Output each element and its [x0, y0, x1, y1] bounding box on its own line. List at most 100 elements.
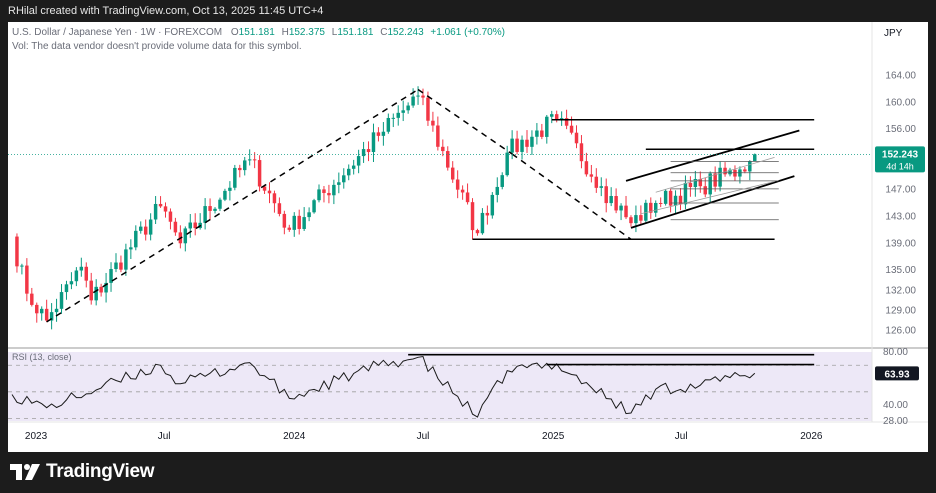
time-tick-label: 2025 — [542, 431, 565, 442]
price-tick-label: 147.00 — [885, 185, 916, 196]
candle-body — [743, 169, 747, 172]
candle — [629, 215, 633, 227]
candle-body — [282, 213, 287, 228]
candle — [173, 217, 178, 236]
candle — [109, 262, 113, 292]
candle — [203, 198, 207, 230]
chart-svg[interactable]: 126.00 129.00 132.00 135.00 139.00 143.00 147.… — [8, 22, 928, 452]
candle-body — [485, 212, 490, 216]
candle-body — [233, 167, 237, 188]
candle — [668, 188, 673, 213]
trend-dashed-line — [511, 153, 632, 240]
candle-body — [322, 189, 326, 193]
candle — [267, 182, 272, 204]
candle — [530, 130, 534, 155]
candle — [535, 123, 539, 145]
tradingview-logo[interactable]: TradingView — [10, 460, 155, 484]
candle-body — [99, 286, 103, 293]
candle — [183, 226, 188, 252]
price-tick-label: 164.00 — [885, 70, 916, 81]
candle-body — [668, 190, 673, 206]
candle-body — [748, 161, 752, 172]
time-tick-label: Jul — [675, 431, 688, 442]
time-axis[interactable]: 2023 Jul 2024 Jul 2025 Jul 2026 — [25, 431, 823, 442]
candle-body — [114, 262, 118, 270]
candle — [614, 188, 618, 214]
candle — [312, 198, 316, 214]
candle-body — [525, 139, 529, 147]
candle-body — [530, 136, 534, 147]
candle-body — [480, 212, 485, 234]
candle-body — [495, 186, 500, 195]
legend-close-label: C — [380, 27, 387, 38]
candle — [460, 185, 465, 200]
candle — [134, 225, 138, 251]
candle — [505, 145, 509, 177]
candle — [391, 113, 396, 128]
candle — [599, 177, 603, 197]
price-tag-countdown: 4d 14h — [886, 161, 914, 171]
candle — [208, 198, 212, 221]
candle-body — [218, 199, 222, 209]
candle — [718, 161, 722, 192]
candle — [386, 113, 391, 134]
candle — [495, 177, 500, 203]
candle — [728, 167, 732, 177]
trend-thin-line — [655, 156, 775, 193]
rsi-band — [8, 352, 872, 421]
candle — [148, 213, 153, 241]
candle-body — [287, 227, 292, 230]
rsi-axis[interactable]: 28.00 40.00 80.00 — [883, 347, 908, 427]
candle-body — [574, 132, 579, 144]
candle-body — [143, 226, 148, 235]
candle-body — [446, 151, 450, 168]
volume-note: Vol: The data vendor doesn't provide vol… — [12, 41, 302, 52]
candle-body — [619, 205, 623, 211]
candle — [446, 146, 450, 171]
candle — [609, 187, 613, 207]
time-tick-label: Jul — [158, 431, 171, 442]
candle-body — [609, 196, 613, 204]
candle — [307, 207, 311, 222]
candle — [35, 302, 39, 323]
candle — [168, 208, 173, 230]
candle — [490, 192, 495, 219]
candle-body — [104, 282, 108, 293]
candle — [119, 255, 123, 273]
candle — [139, 221, 143, 234]
candle — [450, 161, 455, 183]
candle-body — [545, 116, 549, 137]
candle-body — [332, 184, 336, 196]
candle — [485, 205, 490, 225]
candle — [634, 205, 638, 233]
candle-body — [550, 114, 554, 117]
candle-body — [421, 95, 425, 98]
candle-body — [317, 189, 321, 201]
candle-body — [74, 270, 79, 282]
legend-low-label: L — [332, 27, 338, 38]
price-axis[interactable]: 126.00 129.00 132.00 135.00 139.00 143.00 147.… — [885, 70, 916, 336]
candle-body — [579, 143, 584, 162]
candle-body — [634, 215, 638, 224]
candle-body — [554, 114, 559, 120]
chart-area[interactable]: 126.00 129.00 132.00 135.00 139.00 143.00 147.… — [8, 22, 928, 452]
candle — [39, 306, 44, 321]
legend-open-value: 151.181 — [239, 27, 276, 38]
candle — [500, 172, 504, 190]
time-tick-label: Jul — [417, 431, 430, 442]
candle — [89, 272, 93, 305]
candle-body — [441, 146, 445, 152]
candle — [243, 156, 247, 176]
candle-body — [84, 266, 89, 281]
candle-body — [470, 202, 475, 231]
candle — [213, 207, 217, 214]
candle — [579, 135, 584, 169]
candle — [594, 168, 599, 193]
candle-body — [148, 219, 153, 235]
attribution-text: RHilal created with TradingView.com, Oct… — [8, 5, 324, 17]
candle-body — [426, 97, 430, 121]
rsi-series — [11, 353, 815, 418]
candle — [297, 209, 301, 235]
candle — [584, 152, 589, 177]
attribution-bar: RHilal created with TradingView.com, Oct… — [0, 0, 936, 22]
